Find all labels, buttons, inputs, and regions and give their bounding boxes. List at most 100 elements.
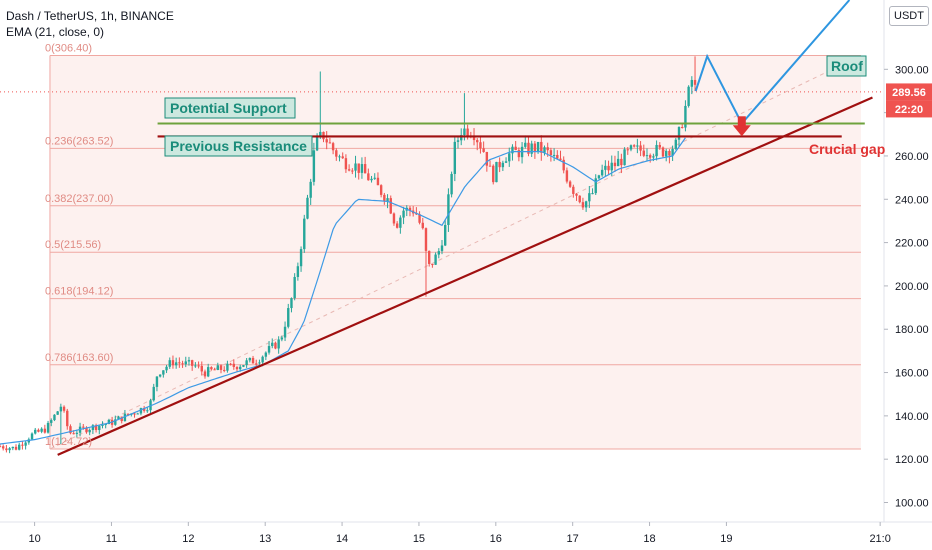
candle-body	[665, 150, 668, 157]
currency-badge[interactable]: USDT	[889, 6, 929, 26]
candle-body	[360, 164, 364, 173]
candle-body	[581, 202, 585, 208]
candle-body	[162, 370, 165, 375]
candle-body	[620, 158, 623, 166]
candle-body	[283, 326, 287, 338]
candle-body	[427, 250, 431, 264]
candle-body	[607, 165, 610, 171]
candle-body	[248, 357, 252, 361]
time-tick-label: 19	[720, 533, 732, 545]
price-tick-label: 260.00	[895, 151, 929, 163]
candle-body	[379, 185, 383, 195]
candle-body	[584, 201, 588, 208]
candle-body	[645, 155, 649, 157]
candle-body	[216, 365, 219, 370]
time-tick-label: 18	[643, 533, 655, 545]
candle-body	[424, 228, 428, 251]
candle-body	[639, 145, 642, 151]
candle-body	[139, 408, 143, 414]
candle-body	[91, 425, 95, 431]
candle-body	[232, 363, 236, 367]
candle-body	[559, 158, 562, 160]
candle-body	[636, 145, 639, 147]
candle-body	[59, 406, 63, 412]
time-tick-label: 21:0	[869, 533, 890, 545]
candle-body	[136, 413, 139, 415]
candle-body	[306, 197, 309, 219]
candle-body	[213, 369, 216, 371]
candle-body	[239, 366, 242, 370]
candle-body	[338, 156, 341, 158]
candle-body	[53, 414, 56, 421]
fib-level-label: 0.382(237.00)	[45, 193, 114, 205]
candle-body	[335, 150, 338, 157]
candle-body	[661, 147, 665, 157]
candle-body	[367, 173, 370, 181]
time-axis[interactable]: 10 11 12 13 14 15 16 17 18 19 21:0	[28, 522, 891, 545]
fib-level-label: 0(306.40)	[45, 42, 92, 54]
candle-body	[671, 148, 674, 156]
candle-body	[565, 170, 569, 182]
candle-body	[190, 360, 194, 366]
price-tick-label: 100.00	[895, 498, 929, 510]
price-axis-bg[interactable]	[884, 0, 932, 522]
fib-trend-line	[49, 54, 862, 450]
price-tick-label: 300.00	[895, 64, 929, 76]
candle-body	[50, 420, 53, 423]
potential-support-label[interactable]: Potential Support	[164, 97, 296, 119]
candle-body	[315, 136, 319, 151]
candle-body	[504, 161, 508, 163]
candle-body	[271, 342, 274, 347]
candle-body	[344, 158, 348, 170]
candle-body	[14, 446, 18, 450]
ema-line	[0, 137, 686, 445]
candle-body	[600, 169, 604, 176]
candle-body	[40, 428, 43, 432]
candle-body	[392, 213, 396, 224]
candle-body	[0, 446, 2, 448]
candle-body	[258, 362, 261, 364]
candle-body	[373, 177, 376, 179]
candle-body	[117, 416, 120, 420]
candle-body	[386, 198, 389, 202]
candle-body	[351, 170, 354, 172]
candle-body	[610, 162, 613, 171]
candle-body	[312, 150, 316, 182]
countdown-badge: 22:20	[886, 100, 932, 118]
previous-resistance-label[interactable]: Previous Resistance	[164, 135, 313, 157]
candle-body	[568, 181, 572, 187]
candle-body	[75, 432, 79, 434]
candle-body	[604, 165, 607, 170]
ema-indicator-label[interactable]: EMA (21, close, 0)	[6, 25, 105, 39]
candle-body	[543, 147, 546, 153]
candle-body	[575, 193, 578, 196]
candle-body	[597, 175, 601, 179]
price-tick-label: 160.00	[895, 368, 929, 380]
time-axis-bg[interactable]	[0, 522, 932, 550]
countdown-value: 22:20	[895, 104, 923, 116]
candle-body	[668, 150, 671, 156]
candle-body	[552, 154, 556, 156]
candle-body	[642, 150, 645, 156]
crucial-gap-text[interactable]: Crucial gap	[809, 141, 885, 157]
roof-label[interactable]: Roof	[826, 55, 867, 77]
candle-body	[18, 444, 21, 450]
arrow-down-icon	[732, 125, 751, 137]
candle-body	[72, 433, 75, 435]
last-price-value: 289.56	[892, 87, 926, 99]
roof-text: Roof	[831, 58, 863, 74]
candle-body	[588, 193, 591, 202]
candle-body	[120, 416, 123, 422]
candle-body	[530, 143, 533, 154]
candle-body	[46, 422, 50, 433]
candle-body	[267, 346, 271, 353]
fib-level-label: 0.236(263.52)	[45, 135, 114, 147]
candle-body	[463, 128, 466, 136]
candle-body	[418, 214, 421, 223]
candle-body	[514, 146, 517, 151]
candles	[0, 56, 697, 454]
symbol-title[interactable]: Dash / TetherUS, 1h, BINANCE	[6, 9, 174, 23]
fib-level-label: 1(124.72)	[45, 436, 92, 448]
candle-body	[94, 425, 98, 431]
